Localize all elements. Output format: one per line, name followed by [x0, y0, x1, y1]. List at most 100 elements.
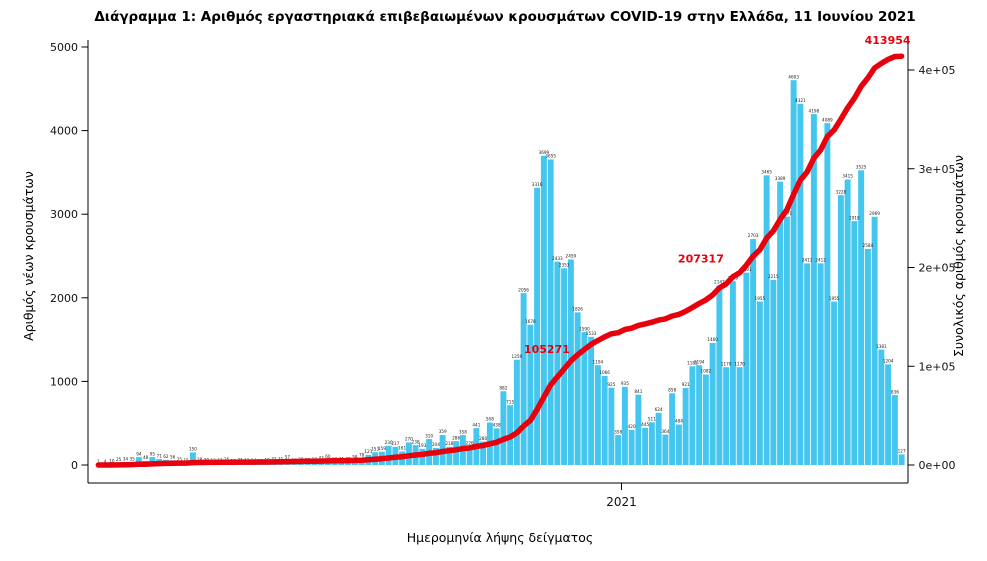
bar-value-label: 95	[150, 451, 156, 456]
daily-cases-bar	[756, 301, 763, 465]
daily-cases-bar	[878, 349, 885, 465]
daily-cases-bar	[608, 387, 615, 465]
bar-value-label: 2918	[849, 215, 860, 220]
daily-cases-bar	[149, 457, 156, 465]
daily-cases-bar	[588, 336, 595, 465]
bar-value-label: 230	[385, 440, 393, 445]
daily-cases-bar	[601, 375, 608, 465]
bar-value-label: 2969	[869, 211, 880, 216]
bar-value-label: 1204	[883, 359, 894, 364]
bar-value-label: 1259	[512, 354, 523, 359]
daily-cases-bar	[750, 239, 757, 465]
bar-value-label: 2215	[768, 274, 779, 279]
bar-value-label: 1082	[701, 369, 712, 374]
daily-cases-bar	[615, 435, 622, 465]
bar-value-label: 193	[418, 443, 426, 448]
y-axis-right-title: Συνολικός αριθμός κρουσμάτων	[951, 155, 966, 357]
bar-value-label: 1533	[586, 331, 597, 336]
daily-cases-bar	[581, 332, 588, 465]
bar-value-label: 1194	[694, 359, 705, 364]
bar-value-label: 161	[398, 446, 406, 451]
daily-cases-bar	[729, 281, 736, 465]
bar-value-label: 1181	[687, 360, 698, 365]
bar-value-label: 4	[104, 459, 107, 464]
bar-value-label: 2703	[748, 233, 759, 238]
cumulative-line-group	[95, 53, 905, 468]
milestone-label: 207317	[678, 253, 724, 266]
daily-cases-bar	[669, 393, 676, 465]
daily-cases-bar	[716, 285, 723, 465]
daily-cases-bar	[851, 221, 858, 465]
bar-value-label: 4089	[822, 117, 833, 122]
bar-value-label: 3415	[842, 174, 853, 179]
bar-value-label: 60	[325, 454, 331, 459]
right-tick-label: 2e+05	[919, 262, 956, 275]
daily-cases-bar	[797, 103, 804, 465]
bar-value-label: 1590	[579, 326, 590, 331]
bar-value-label: 10	[109, 458, 115, 463]
daily-cases-bar	[837, 195, 844, 465]
daily-cases-bar	[432, 447, 439, 465]
daily-cases-bar	[493, 428, 500, 465]
bar-value-label: 218	[445, 441, 453, 446]
daily-cases-bars	[95, 80, 905, 466]
bar-value-label: 2459	[566, 254, 577, 259]
bar-value-label: 2301	[741, 267, 752, 272]
bar-value-label: 4603	[788, 74, 799, 79]
y-axis-left-title: Αριθμός νέων κρουσμάτων	[21, 171, 36, 341]
bar-value-label: 32	[271, 457, 277, 462]
bar-value-label: 511	[648, 416, 656, 421]
milestone-label: 413954	[865, 34, 911, 47]
bar-value-label: 4321	[795, 98, 806, 103]
bar-value-label: 836	[891, 389, 899, 394]
daily-cases-bar	[135, 457, 142, 465]
bar-value-label: 78	[359, 453, 365, 458]
bar-value-label: 1170	[721, 361, 732, 366]
daily-cases-bar	[453, 441, 460, 465]
bar-value-label: 715	[506, 399, 514, 404]
bar-value-label: 420	[628, 424, 636, 429]
daily-cases-bar	[777, 181, 784, 465]
bar-value-label: 364	[661, 429, 669, 434]
right-tick-label: 1e+05	[919, 360, 956, 373]
bar-value-label: 270	[405, 437, 413, 442]
bar-value-label: 127	[898, 449, 906, 454]
daily-cases-bar	[763, 175, 770, 465]
bar-value-label: 3389	[775, 176, 786, 181]
bar-value-label: 624	[655, 407, 663, 412]
daily-cases-bar	[804, 263, 811, 465]
left-tick-label: 0	[71, 459, 78, 472]
left-tick-label: 4000	[50, 125, 78, 138]
daily-cases-bar	[480, 441, 487, 465]
right-tick-label: 0e+00	[919, 459, 956, 472]
axes: 0 1000 2000 3000 4000 5000 0e+00 1e+05 2e+05 3e+0…	[50, 40, 955, 509]
daily-cases-bar	[885, 364, 892, 465]
left-tick-label: 1000	[50, 375, 78, 388]
milestone-label: 105271	[524, 343, 570, 356]
bar-value-label: 150	[189, 447, 197, 452]
daily-cases-bar	[783, 216, 790, 465]
daily-cases-bar	[635, 394, 642, 465]
daily-cases-bar	[898, 454, 905, 465]
bar-value-label: 35	[129, 456, 135, 461]
bar-value-label: 286	[452, 435, 460, 440]
daily-cases-bar	[540, 155, 547, 465]
daily-cases-bar	[331, 462, 338, 465]
bar-value-label: 4198	[809, 108, 820, 113]
cumulative-cases-line	[95, 53, 905, 468]
daily-cases-bar	[723, 367, 730, 465]
bar-value-label: 3655	[545, 154, 556, 159]
bar-value-label: 121	[364, 449, 372, 454]
daily-cases-bar	[527, 324, 534, 465]
daily-cases-bar	[891, 395, 898, 465]
daily-cases-bar	[871, 216, 878, 465]
left-tick-label: 3000	[50, 208, 78, 221]
bar-value-label: 1381	[876, 344, 887, 349]
bar-value-label: 441	[472, 422, 480, 427]
bar-value-label: 882	[499, 385, 507, 390]
daily-cases-bar	[858, 170, 865, 465]
bar-value-label: 57	[285, 454, 291, 459]
